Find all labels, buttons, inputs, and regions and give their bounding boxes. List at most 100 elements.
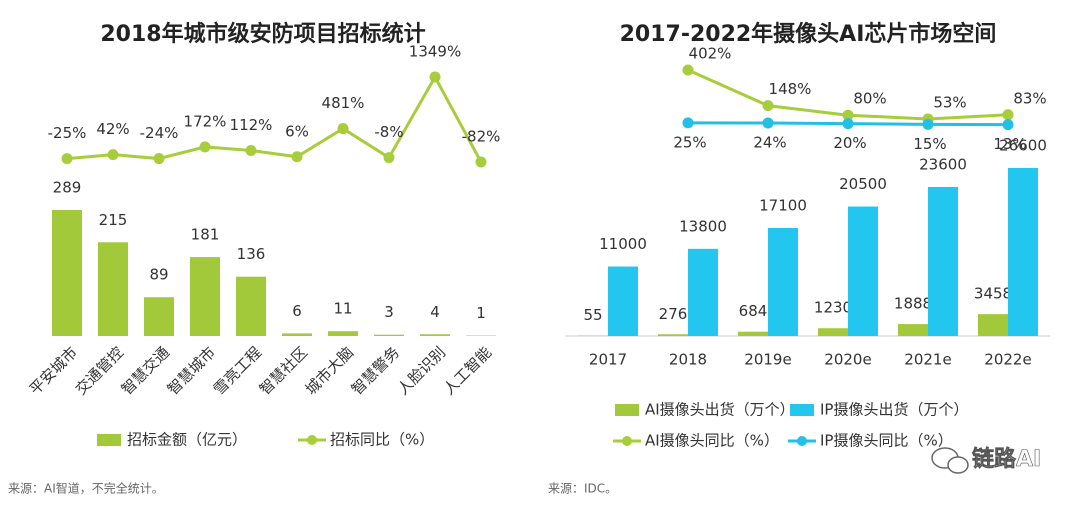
bar: [848, 206, 878, 336]
legend-label: 招标金额（亿元）: [127, 431, 247, 449]
bar: [328, 331, 358, 336]
x-tick-label: 雪亮工程: [210, 343, 265, 398]
bar: [818, 328, 848, 336]
value-label: 481%: [322, 94, 365, 112]
value-label: 83%: [1013, 89, 1046, 107]
value-label: -82%: [462, 128, 501, 146]
value-label: 17100: [759, 197, 807, 215]
x-tick-label: 平安城市: [26, 343, 81, 398]
value-label: 11: [333, 300, 352, 318]
bar: [898, 324, 928, 336]
x-tick-label: 智慧警务: [348, 343, 403, 398]
value-label: 53%: [933, 93, 966, 111]
value-label: 4: [430, 303, 440, 321]
legend-label: IP摄像头同比（%）: [820, 432, 953, 450]
value-label: 89: [149, 266, 168, 284]
x-tick-label: 智慧社区: [256, 343, 311, 398]
legend-label: IP摄像头出货（万个）: [820, 401, 968, 419]
bar: [98, 242, 128, 336]
value-label: 13800: [679, 217, 727, 235]
bar: [190, 257, 220, 336]
line-point: [107, 149, 119, 161]
line-point: [291, 151, 303, 163]
bar: [282, 333, 312, 336]
line-point: [245, 144, 257, 156]
value-label: 13%: [993, 135, 1026, 153]
bar: [688, 248, 718, 336]
line-point: [842, 109, 854, 121]
value-label: 3: [384, 303, 394, 321]
line-point: [682, 64, 694, 76]
legend-label: AI摄像头同比（%）: [645, 432, 779, 450]
x-tick-label: 城市大脑: [302, 343, 357, 398]
watermark: 链路AI: [972, 446, 1041, 472]
bar: [144, 297, 174, 336]
x-tick-label: 交通管控: [72, 343, 127, 398]
value-label: 1: [476, 304, 486, 322]
bar: [928, 186, 958, 336]
value-label: 11000: [599, 235, 647, 253]
x-tick-label: 2018: [669, 351, 707, 369]
value-label: 684: [739, 302, 768, 320]
line-point: [383, 152, 395, 164]
value-label: 172%: [184, 112, 227, 130]
value-label: 1230: [814, 299, 852, 317]
line-point: [762, 100, 774, 112]
legend-swatch: [790, 404, 814, 416]
x-tick-label: 2017: [589, 351, 627, 369]
value-label: 24%: [753, 134, 786, 152]
line-point: [337, 123, 349, 135]
value-label: 3458: [974, 285, 1012, 303]
line-point: [1002, 109, 1014, 121]
x-tick-label: 2019e: [744, 351, 791, 369]
value-label: 276: [659, 305, 688, 323]
legend-swatch: [615, 404, 639, 416]
value-label: 23600: [919, 155, 967, 173]
watermark-icon: [931, 447, 969, 474]
bar: [236, 276, 266, 336]
bar: [420, 334, 450, 336]
legend-swatch: [97, 434, 121, 446]
value-label: 1349%: [409, 43, 461, 61]
value-label: 55: [583, 306, 602, 324]
value-label: -8%: [374, 123, 403, 141]
value-label: -24%: [140, 124, 179, 142]
legend-swatch: [622, 436, 632, 446]
line-point: [842, 118, 854, 130]
line-point: [682, 117, 694, 129]
x-tick-label: 2021e: [904, 351, 951, 369]
bar: [768, 228, 798, 336]
bar: [608, 266, 638, 336]
value-label: 15%: [913, 135, 946, 153]
line: [66, 73, 483, 163]
line-point: [61, 153, 73, 165]
value-label: 181: [191, 226, 220, 244]
value-label: 42%: [96, 120, 129, 138]
line-point: [199, 141, 211, 153]
value-label: 25%: [673, 133, 706, 151]
line-point: [762, 117, 774, 129]
value-label: 6%: [285, 122, 309, 140]
chart-title: 2018年城市级安防项目招标统计: [100, 21, 425, 47]
line-point: [429, 71, 441, 83]
value-label: 1888: [894, 295, 932, 313]
x-tick-label: 人工智能: [440, 343, 495, 398]
source: 来源：IDC。: [548, 482, 617, 496]
value-label: 20%: [833, 134, 866, 152]
bar: [1008, 168, 1038, 336]
bar: [52, 210, 82, 336]
value-label: 112%: [230, 116, 273, 134]
bar: [978, 314, 1008, 336]
value-label: 402%: [689, 45, 732, 63]
bar: [738, 331, 768, 336]
value-label: 20500: [839, 175, 887, 193]
value-label: 136: [237, 245, 266, 263]
value-label: -25%: [48, 124, 87, 142]
x-tick-label: 智慧城市: [164, 343, 219, 398]
line-point: [153, 153, 165, 165]
line-point: [922, 118, 934, 130]
source: 来源：AI智道，不完全统计。: [8, 481, 164, 496]
value-label: 289: [53, 179, 82, 197]
bar: [658, 334, 688, 336]
value-label: 26600: [999, 137, 1047, 155]
